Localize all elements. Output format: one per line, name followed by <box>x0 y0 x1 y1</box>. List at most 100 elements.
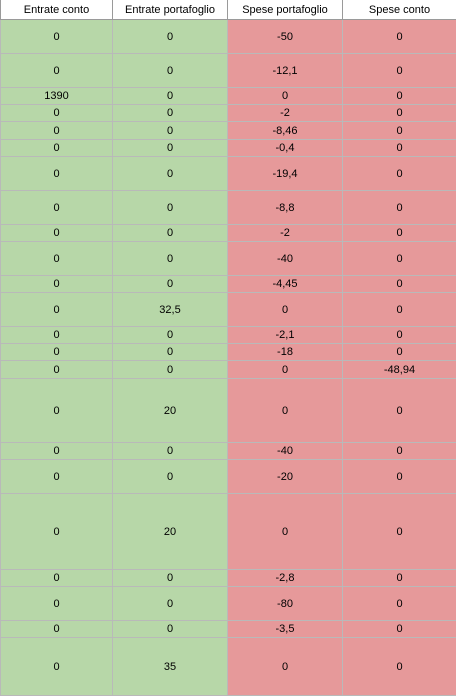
cell-spese-conto[interactable]: 0 <box>343 276 456 293</box>
cell-entrate-portafoglio[interactable]: 0 <box>113 122 228 140</box>
cell-entrate-portafoglio[interactable]: 0 <box>113 54 228 88</box>
cell-entrate-portafoglio[interactable]: 0 <box>113 276 228 293</box>
cell-entrate-conto[interactable]: 0 <box>1 225 113 242</box>
cell-spese-portafoglio[interactable]: 0 <box>228 379 343 443</box>
cell-entrate-portafoglio[interactable]: 0 <box>113 361 228 379</box>
cell-spese-conto[interactable]: 0 <box>343 460 456 494</box>
cell-entrate-portafoglio[interactable]: 0 <box>113 242 228 276</box>
cell-spese-portafoglio[interactable]: -40 <box>228 242 343 276</box>
cell-spese-portafoglio[interactable]: -2,1 <box>228 327 343 344</box>
cell-spese-conto[interactable]: 0 <box>343 105 456 122</box>
cell-spese-conto[interactable]: 0 <box>343 638 456 696</box>
cell-entrate-portafoglio[interactable]: 0 <box>113 191 228 225</box>
cell-spese-portafoglio[interactable]: -3,5 <box>228 621 343 638</box>
cell-entrate-conto[interactable]: 0 <box>1 621 113 638</box>
cell-entrate-portafoglio[interactable]: 0 <box>113 344 228 361</box>
cell-spese-conto[interactable]: 0 <box>343 327 456 344</box>
cell-spese-conto[interactable]: 0 <box>343 54 456 88</box>
cell-spese-portafoglio[interactable]: -18 <box>228 344 343 361</box>
cell-entrate-conto[interactable]: 0 <box>1 570 113 587</box>
cell-spese-portafoglio[interactable]: -50 <box>228 20 343 54</box>
cell-entrate-conto[interactable]: 0 <box>1 54 113 88</box>
cell-entrate-conto[interactable]: 0 <box>1 460 113 494</box>
cell-entrate-conto[interactable]: 0 <box>1 105 113 122</box>
cell-entrate-portafoglio[interactable]: 0 <box>113 140 228 157</box>
header-cell-entrate-portafoglio[interactable]: Entrate portafoglio <box>113 0 228 20</box>
cell-entrate-conto[interactable]: 0 <box>1 157 113 191</box>
cell-spese-conto[interactable]: 0 <box>343 443 456 460</box>
cell-entrate-portafoglio[interactable]: 0 <box>113 621 228 638</box>
cell-entrate-portafoglio[interactable]: 35 <box>113 638 228 696</box>
cell-spese-conto[interactable]: 0 <box>343 88 456 105</box>
cell-spese-conto[interactable]: -48,94 <box>343 361 456 379</box>
cell-entrate-conto[interactable]: 0 <box>1 327 113 344</box>
cell-entrate-conto[interactable]: 0 <box>1 361 113 379</box>
cell-spese-portafoglio[interactable]: 0 <box>228 293 343 327</box>
cell-spese-portafoglio[interactable]: -2 <box>228 225 343 242</box>
cell-spese-portafoglio[interactable]: 0 <box>228 494 343 570</box>
cell-entrate-conto[interactable]: 0 <box>1 191 113 225</box>
cell-entrate-conto[interactable]: 0 <box>1 122 113 140</box>
cell-entrate-conto[interactable]: 0 <box>1 293 113 327</box>
cell-spese-conto[interactable]: 0 <box>343 293 456 327</box>
cell-spese-conto[interactable]: 0 <box>343 587 456 621</box>
cell-spese-conto[interactable]: 0 <box>343 140 456 157</box>
cell-spese-portafoglio[interactable]: -80 <box>228 587 343 621</box>
cell-entrate-portafoglio[interactable]: 0 <box>113 443 228 460</box>
cell-spese-conto[interactable]: 0 <box>343 191 456 225</box>
cell-entrate-conto[interactable]: 0 <box>1 20 113 54</box>
cell-entrate-portafoglio[interactable]: 0 <box>113 20 228 54</box>
cell-entrate-portafoglio[interactable]: 20 <box>113 494 228 570</box>
cell-entrate-conto[interactable]: 0 <box>1 140 113 157</box>
cell-spese-portafoglio[interactable]: -8,8 <box>228 191 343 225</box>
cell-spese-conto[interactable]: 0 <box>343 122 456 140</box>
cell-spese-conto[interactable]: 0 <box>343 570 456 587</box>
header-cell-spese-conto[interactable]: Spese conto <box>343 0 456 20</box>
cell-spese-conto[interactable]: 0 <box>343 157 456 191</box>
cell-entrate-conto[interactable]: 0 <box>1 379 113 443</box>
cell-spese-portafoglio[interactable]: 0 <box>228 88 343 105</box>
cell-spese-portafoglio[interactable]: -2 <box>228 105 343 122</box>
cell-entrate-conto[interactable]: 0 <box>1 276 113 293</box>
cell-entrate-portafoglio[interactable]: 0 <box>113 88 228 105</box>
cell-entrate-portafoglio[interactable]: 0 <box>113 587 228 621</box>
cell-entrate-portafoglio[interactable]: 0 <box>113 105 228 122</box>
cell-entrate-conto[interactable]: 0 <box>1 587 113 621</box>
cell-entrate-portafoglio[interactable]: 32,5 <box>113 293 228 327</box>
cell-entrate-conto[interactable]: 0 <box>1 494 113 570</box>
cell-spese-portafoglio[interactable]: -2,8 <box>228 570 343 587</box>
cell-spese-portafoglio[interactable]: -40 <box>228 443 343 460</box>
cell-spese-conto[interactable]: 0 <box>343 242 456 276</box>
cell-entrate-conto[interactable]: 0 <box>1 344 113 361</box>
cell-spese-portafoglio[interactable]: -0,4 <box>228 140 343 157</box>
cell-entrate-portafoglio[interactable]: 20 <box>113 379 228 443</box>
cell-entrate-conto[interactable]: 0 <box>1 443 113 460</box>
cell-spese-portafoglio[interactable]: -4,45 <box>228 276 343 293</box>
cell-entrate-conto[interactable]: 0 <box>1 242 113 276</box>
header-cell-entrate-conto[interactable]: Entrate conto <box>1 0 113 20</box>
cell-entrate-conto[interactable]: 1390 <box>1 88 113 105</box>
cell-spese-conto[interactable]: 0 <box>343 20 456 54</box>
cell-spese-conto[interactable]: 0 <box>343 494 456 570</box>
header-cell-spese-portafoglio[interactable]: Spese portafoglio <box>228 0 343 20</box>
cell-spese-portafoglio[interactable]: 0 <box>228 361 343 379</box>
cell-entrate-portafoglio[interactable]: 0 <box>113 225 228 242</box>
cell-spese-portafoglio[interactable]: 0 <box>228 638 343 696</box>
cell-spese-portafoglio[interactable]: -8,46 <box>228 122 343 140</box>
cell-entrate-conto[interactable]: 0 <box>1 638 113 696</box>
cell-spese-portafoglio[interactable]: -20 <box>228 460 343 494</box>
cell-entrate-portafoglio[interactable]: 0 <box>113 460 228 494</box>
cell-entrate-portafoglio[interactable]: 0 <box>113 327 228 344</box>
cell-spese-portafoglio[interactable]: -12,1 <box>228 54 343 88</box>
cell-entrate-portafoglio[interactable]: 0 <box>113 570 228 587</box>
cell-spese-conto[interactable]: 0 <box>343 225 456 242</box>
cell-spese-portafoglio[interactable]: -19,4 <box>228 157 343 191</box>
cell-entrate-portafoglio[interactable]: 0 <box>113 157 228 191</box>
cell-spese-conto[interactable]: 0 <box>343 344 456 361</box>
cell-spese-conto[interactable]: 0 <box>343 379 456 443</box>
cell-spese-conto[interactable]: 0 <box>343 621 456 638</box>
